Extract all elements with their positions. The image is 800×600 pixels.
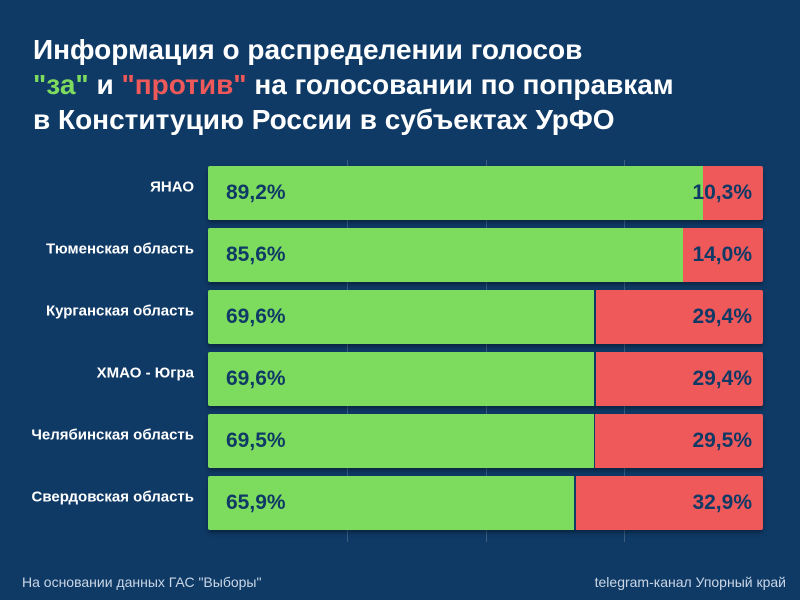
- title-line-2-rest: на голосовании по поправкам: [246, 69, 674, 100]
- category-label: ЯНАО: [150, 178, 194, 196]
- bar-against: [576, 476, 763, 530]
- value-label-for: 65,9%: [226, 491, 286, 514]
- bar-against: [595, 290, 763, 344]
- category-label: Челябинская область: [31, 426, 194, 444]
- title-against-word: "против": [121, 69, 247, 100]
- bar-row: 69,6% 29,4%: [208, 290, 763, 344]
- bar-for: [208, 352, 595, 406]
- category-label: Свердовская область: [31, 488, 194, 506]
- chart-title: Информация о распределении голосов "за" …: [33, 32, 773, 137]
- channel-credit: telegram-канал Упорный край: [594, 574, 786, 590]
- title-and: и: [88, 69, 122, 100]
- bar-row: 89,2% 10,3%: [208, 166, 763, 220]
- bar-against: [595, 352, 763, 406]
- value-label-against: 10,3%: [692, 181, 752, 204]
- value-label-for: 89,2%: [226, 181, 286, 204]
- value-label-against: 29,4%: [692, 305, 752, 328]
- value-label-for: 85,6%: [226, 243, 286, 266]
- bar-for: [208, 476, 574, 530]
- gridline-3: [624, 160, 626, 542]
- gridline-2: [485, 160, 487, 542]
- bar-row: 69,6% 29,4%: [208, 352, 763, 406]
- title-line-1: Информация о распределении голосов: [33, 34, 583, 65]
- bar-against: [595, 414, 763, 468]
- value-label-for: 69,5%: [226, 429, 286, 452]
- bar-against: [681, 228, 763, 282]
- bar-row: 69,5% 29,5%: [208, 414, 763, 468]
- value-label-against: 32,9%: [692, 491, 752, 514]
- bar-for: [208, 166, 704, 220]
- bar-for: [208, 290, 595, 344]
- title-line-3: в Конституцию России в субъектах УрФО: [33, 104, 615, 135]
- category-label: ХМАО - Югра: [96, 364, 194, 382]
- bar-for: [208, 228, 684, 282]
- bar-row: 85,6% 14,0%: [208, 228, 763, 282]
- value-label-against: 29,4%: [692, 367, 752, 390]
- title-line-2: "за" и "против" на голосовании по поправ…: [33, 67, 773, 102]
- value-label-for: 69,6%: [226, 367, 286, 390]
- source-note: На основании данных ГАС "Выборы": [22, 574, 262, 590]
- category-label: Курганская область: [45, 302, 194, 320]
- category-label: Тюменская область: [45, 240, 194, 258]
- bar-row: 65,9% 32,9%: [208, 476, 763, 530]
- title-for-word: "за": [33, 69, 89, 100]
- value-label-against: 29,5%: [692, 429, 752, 452]
- gridline-1: [346, 160, 348, 542]
- bar-against: [701, 166, 763, 220]
- value-label-for: 69,6%: [226, 305, 286, 328]
- value-label-against: 14,0%: [692, 243, 752, 266]
- bar-for: [208, 414, 594, 468]
